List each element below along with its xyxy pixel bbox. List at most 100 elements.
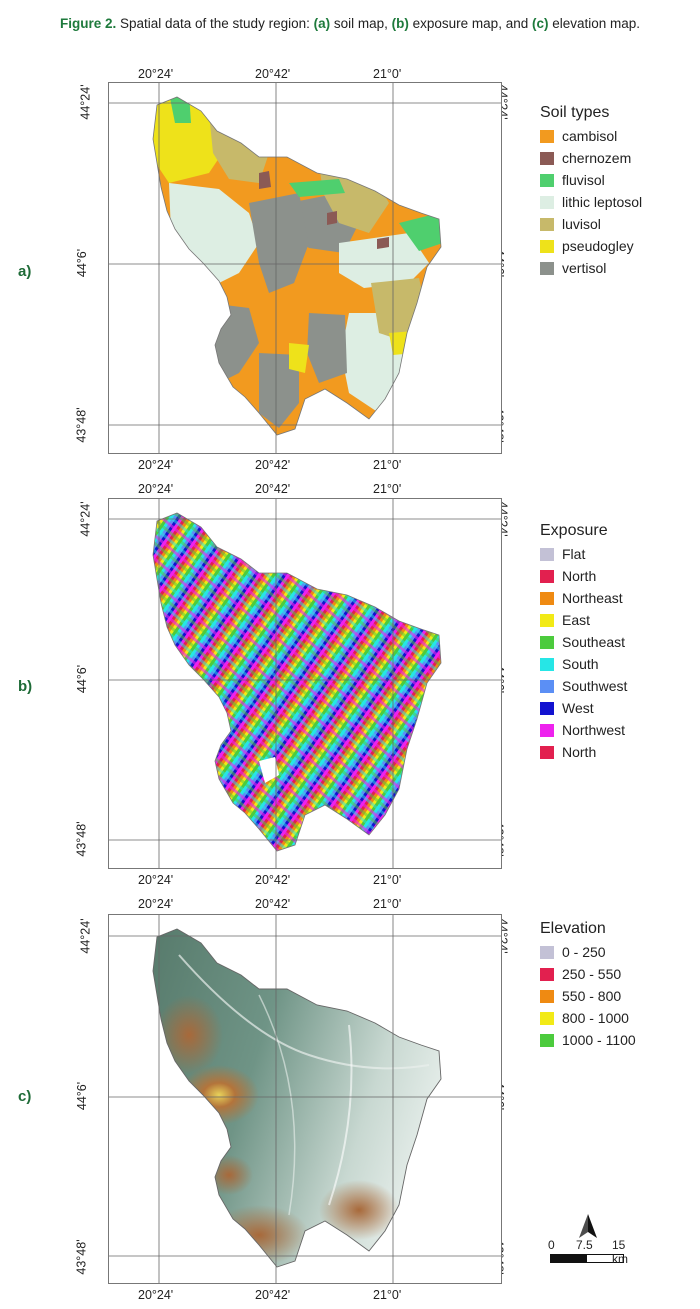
caption-text-1: Spatial data of the study region:	[116, 16, 314, 31]
lat-tick-left-b-1: 44°24'	[78, 501, 93, 537]
legend-item-fluvisol: fluvisol	[540, 169, 642, 191]
soil-legend: Soil types cambisol chernozem fluvisol l…	[540, 104, 642, 279]
caption-text-4: elevation map.	[548, 16, 641, 31]
lon-tick-top-b-3: 21°0'	[373, 482, 402, 496]
lat-tick-left-a-2: 44°6'	[75, 248, 90, 278]
legend-item-vertisol: vertisol	[540, 257, 642, 279]
legend-swatch	[540, 1033, 554, 1047]
legend-swatch	[540, 195, 554, 209]
legend-swatch	[540, 989, 554, 1003]
legend-swatch	[540, 217, 554, 231]
legend-label: Flat	[562, 546, 586, 562]
elevation-legend: Elevation 0 - 250 250 - 550 550 - 800 80…	[540, 920, 636, 1051]
legend-label: lithic leptosol	[562, 194, 643, 210]
lon-tick-bottom-c-1: 20°24'	[138, 1288, 174, 1302]
exposure-raster	[153, 513, 441, 851]
legend-label: fluvisol	[562, 172, 605, 188]
lon-tick-top-b-2: 20°42'	[255, 482, 291, 496]
legend-item-lithic-leptosol: lithic leptosol	[540, 191, 642, 213]
legend-label: 0 - 250	[562, 944, 606, 960]
legend-item-luvisol: luvisol	[540, 213, 642, 235]
caption-text-3: exposure map, and	[408, 16, 532, 31]
legend-item-0-250: 0 - 250	[540, 941, 636, 963]
lon-tick-bottom-b-1: 20°24'	[138, 873, 174, 887]
panel-label-a: a)	[18, 263, 32, 280]
lon-tick-bottom-a-3: 21°0'	[373, 458, 402, 472]
legend-swatch	[540, 701, 554, 715]
lon-tick-bottom-a-1: 20°24'	[138, 458, 174, 472]
panel-label-b: b)	[18, 678, 33, 695]
legend-item-pseudogley: pseudogley	[540, 235, 642, 257]
legend-item-800-1000: 800 - 1000	[540, 1007, 636, 1029]
exposure-legend-title: Exposure	[540, 522, 608, 539]
lon-tick-bottom-c-3: 21°0'	[373, 1288, 402, 1302]
legend-label: 250 - 550	[562, 966, 622, 982]
lon-tick-top-c-2: 20°42'	[255, 897, 291, 911]
lon-tick-bottom-a-2: 20°42'	[255, 458, 291, 472]
legend-label: West	[562, 700, 594, 716]
legend-swatch	[540, 945, 554, 959]
caption-prefix: Figure 2.	[59, 16, 117, 31]
legend-label: Southwest	[562, 678, 628, 694]
legend-swatch	[540, 635, 554, 649]
lat-tick-left-c-2: 44°6'	[75, 1081, 90, 1111]
caption-text-2: soil map,	[330, 16, 392, 31]
lon-tick-bottom-b-2: 20°42'	[255, 873, 291, 887]
caption-b: (b)	[391, 16, 409, 31]
lat-tick-left-c-3: 43°48'	[74, 1239, 89, 1275]
lon-tick-top-a-1: 20°24'	[138, 67, 174, 81]
legend-swatch	[540, 239, 554, 253]
legend-label: 1000 - 1100	[562, 1032, 636, 1048]
legend-swatch	[540, 679, 554, 693]
elevation-legend-title: Elevation	[540, 920, 606, 937]
elevation-map	[108, 914, 502, 1284]
lon-tick-top-b-1: 20°24'	[138, 482, 174, 496]
legend-swatch	[540, 613, 554, 627]
legend-swatch	[540, 151, 554, 165]
scale-bar: 0 7.5 15 km	[548, 1238, 632, 1266]
legend-swatch	[540, 723, 554, 737]
legend-label: chernozem	[562, 150, 632, 166]
soil-map	[108, 82, 502, 454]
scale-label-0: 0	[548, 1238, 555, 1252]
panel-label-c: c)	[18, 1088, 32, 1105]
lat-tick-left-a-3: 43°48'	[74, 407, 89, 443]
legend-swatch	[540, 745, 554, 759]
figure-caption: Figure 2. Spatial data of the study regi…	[0, 16, 700, 31]
legend-item-550-800: 550 - 800	[540, 985, 636, 1007]
legend-item-1000-1100: 1000 - 1100	[540, 1029, 636, 1051]
legend-item-north-2: North	[540, 741, 627, 763]
legend-item-east: East	[540, 609, 627, 631]
legend-label: North	[562, 568, 597, 584]
legend-label: South	[562, 656, 599, 672]
scale-bar-graphic	[550, 1254, 624, 1263]
legend-label: Northwest	[562, 722, 626, 738]
lon-tick-top-c-3: 21°0'	[373, 897, 402, 911]
elevation-raster	[153, 929, 441, 1267]
soil-legend-title: Soil types	[540, 104, 610, 121]
legend-item-cambisol: cambisol	[540, 125, 642, 147]
legend-swatch	[540, 129, 554, 143]
legend-item-250-550: 250 - 550	[540, 963, 636, 985]
lon-tick-top-a-3: 21°0'	[373, 67, 402, 81]
legend-label: luvisol	[562, 216, 601, 232]
legend-swatch	[540, 591, 554, 605]
legend-swatch	[540, 569, 554, 583]
lat-tick-left-b-3: 43°48'	[74, 821, 89, 857]
exposure-map	[108, 498, 502, 869]
legend-label: North	[562, 744, 597, 760]
legend-label: Southeast	[562, 634, 626, 650]
exposure-legend: Exposure Flat North Northeast East South…	[540, 522, 627, 763]
legend-swatch	[540, 173, 554, 187]
legend-swatch	[540, 657, 554, 671]
scale-label-15: 15 km	[612, 1238, 628, 1266]
lon-tick-top-a-2: 20°42'	[255, 67, 291, 81]
legend-label: pseudogley	[562, 238, 634, 254]
north-arrow-icon	[579, 1214, 597, 1238]
legend-swatch	[540, 1011, 554, 1025]
legend-item-southeast: Southeast	[540, 631, 627, 653]
legend-item-southwest: Southwest	[540, 675, 627, 697]
legend-item-west: West	[540, 697, 627, 719]
soil-regions	[153, 97, 441, 435]
legend-label: Northeast	[562, 590, 623, 606]
